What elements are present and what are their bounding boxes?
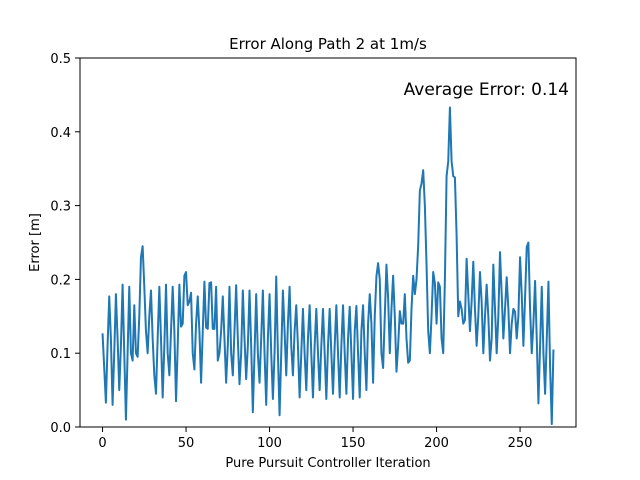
x-tick-label: 200	[424, 436, 449, 451]
y-axis-label: Error [m]	[28, 213, 43, 272]
plot-area	[101, 106, 555, 426]
y-tick-label: 0.4	[50, 126, 71, 141]
x-tick-label: 50	[178, 436, 195, 451]
y-tick-label: 0.3	[50, 200, 71, 215]
x-tick-label: 250	[508, 436, 533, 451]
x-axis-label: Pure Pursuit Controller Iteration	[225, 456, 430, 471]
chart-title: Error Along Path 2 at 1m/s	[229, 35, 427, 53]
average-error-annotation: Average Error: 0.14	[404, 80, 569, 100]
x-tick-label: 100	[257, 436, 282, 451]
y-tick-label: 0.2	[50, 273, 71, 288]
axis-ticks: 0 50 100 150 200 250 0.0 0.1 0.2 0.3 0.4 0.5	[50, 52, 532, 451]
y-tick-label: 0.0	[50, 421, 71, 436]
y-tick-label: 0.5	[50, 52, 71, 67]
error-series-line	[101, 106, 555, 426]
x-tick-label: 0	[98, 436, 106, 451]
x-tick-label: 150	[341, 436, 366, 451]
y-tick-label: 0.1	[50, 347, 71, 362]
plot-frame	[79, 57, 577, 428]
